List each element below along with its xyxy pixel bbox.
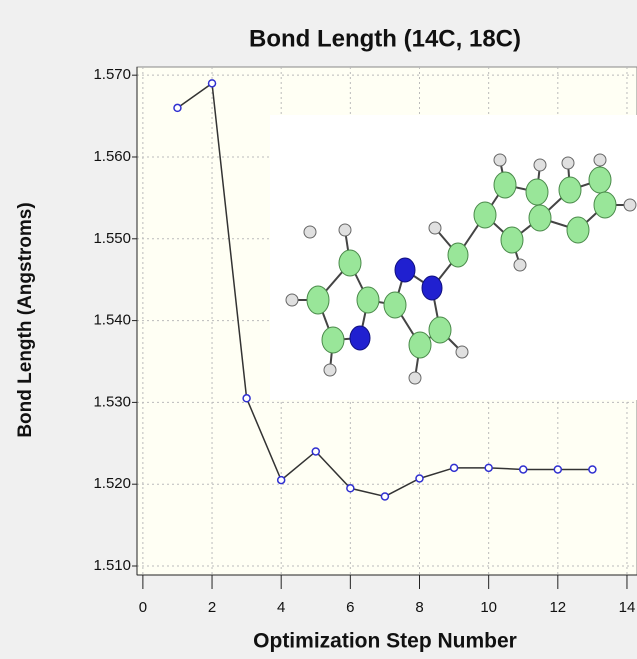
data-point (589, 466, 596, 473)
x-tick-label: 8 (415, 599, 423, 616)
x-axis-label: Optimization Step Number (253, 630, 517, 653)
data-point (554, 466, 561, 473)
x-tick-label: 0 (139, 599, 147, 616)
x-tick-label: 4 (277, 599, 285, 616)
y-tick-label: 1.510 (93, 557, 131, 574)
data-point (485, 464, 492, 471)
data-point (209, 80, 216, 87)
x-tick-label: 12 (549, 599, 566, 616)
y-tick-label: 1.560 (93, 148, 131, 165)
data-point (174, 104, 181, 111)
x-tick-label: 2 (208, 599, 216, 616)
y-axis-label: Bond Length (Angstroms) (15, 202, 36, 437)
x-tick-label: 6 (346, 599, 354, 616)
y-tick-label: 1.570 (93, 66, 131, 83)
data-point (416, 475, 423, 482)
y-tick-label: 1.540 (93, 312, 131, 329)
x-tick-label: 14 (619, 599, 636, 616)
data-point (520, 466, 527, 473)
data-point (451, 464, 458, 471)
data-point (381, 493, 388, 500)
data-point (312, 448, 319, 455)
y-tick-label: 1.530 (93, 393, 131, 410)
data-point (278, 477, 285, 484)
data-point (243, 395, 250, 402)
chart: Bond Length (14C, 18C) Optimization Step… (0, 0, 637, 659)
x-tick-label: 10 (480, 599, 497, 616)
page: {"chart_data": {"type": "line", "title":… (0, 0, 637, 659)
y-tick-label: 1.550 (93, 230, 131, 247)
molecule-image (270, 115, 637, 400)
data-point (347, 485, 354, 492)
y-tick-label: 1.520 (93, 475, 131, 492)
chart-title: Bond Length (14C, 18C) (249, 25, 521, 52)
